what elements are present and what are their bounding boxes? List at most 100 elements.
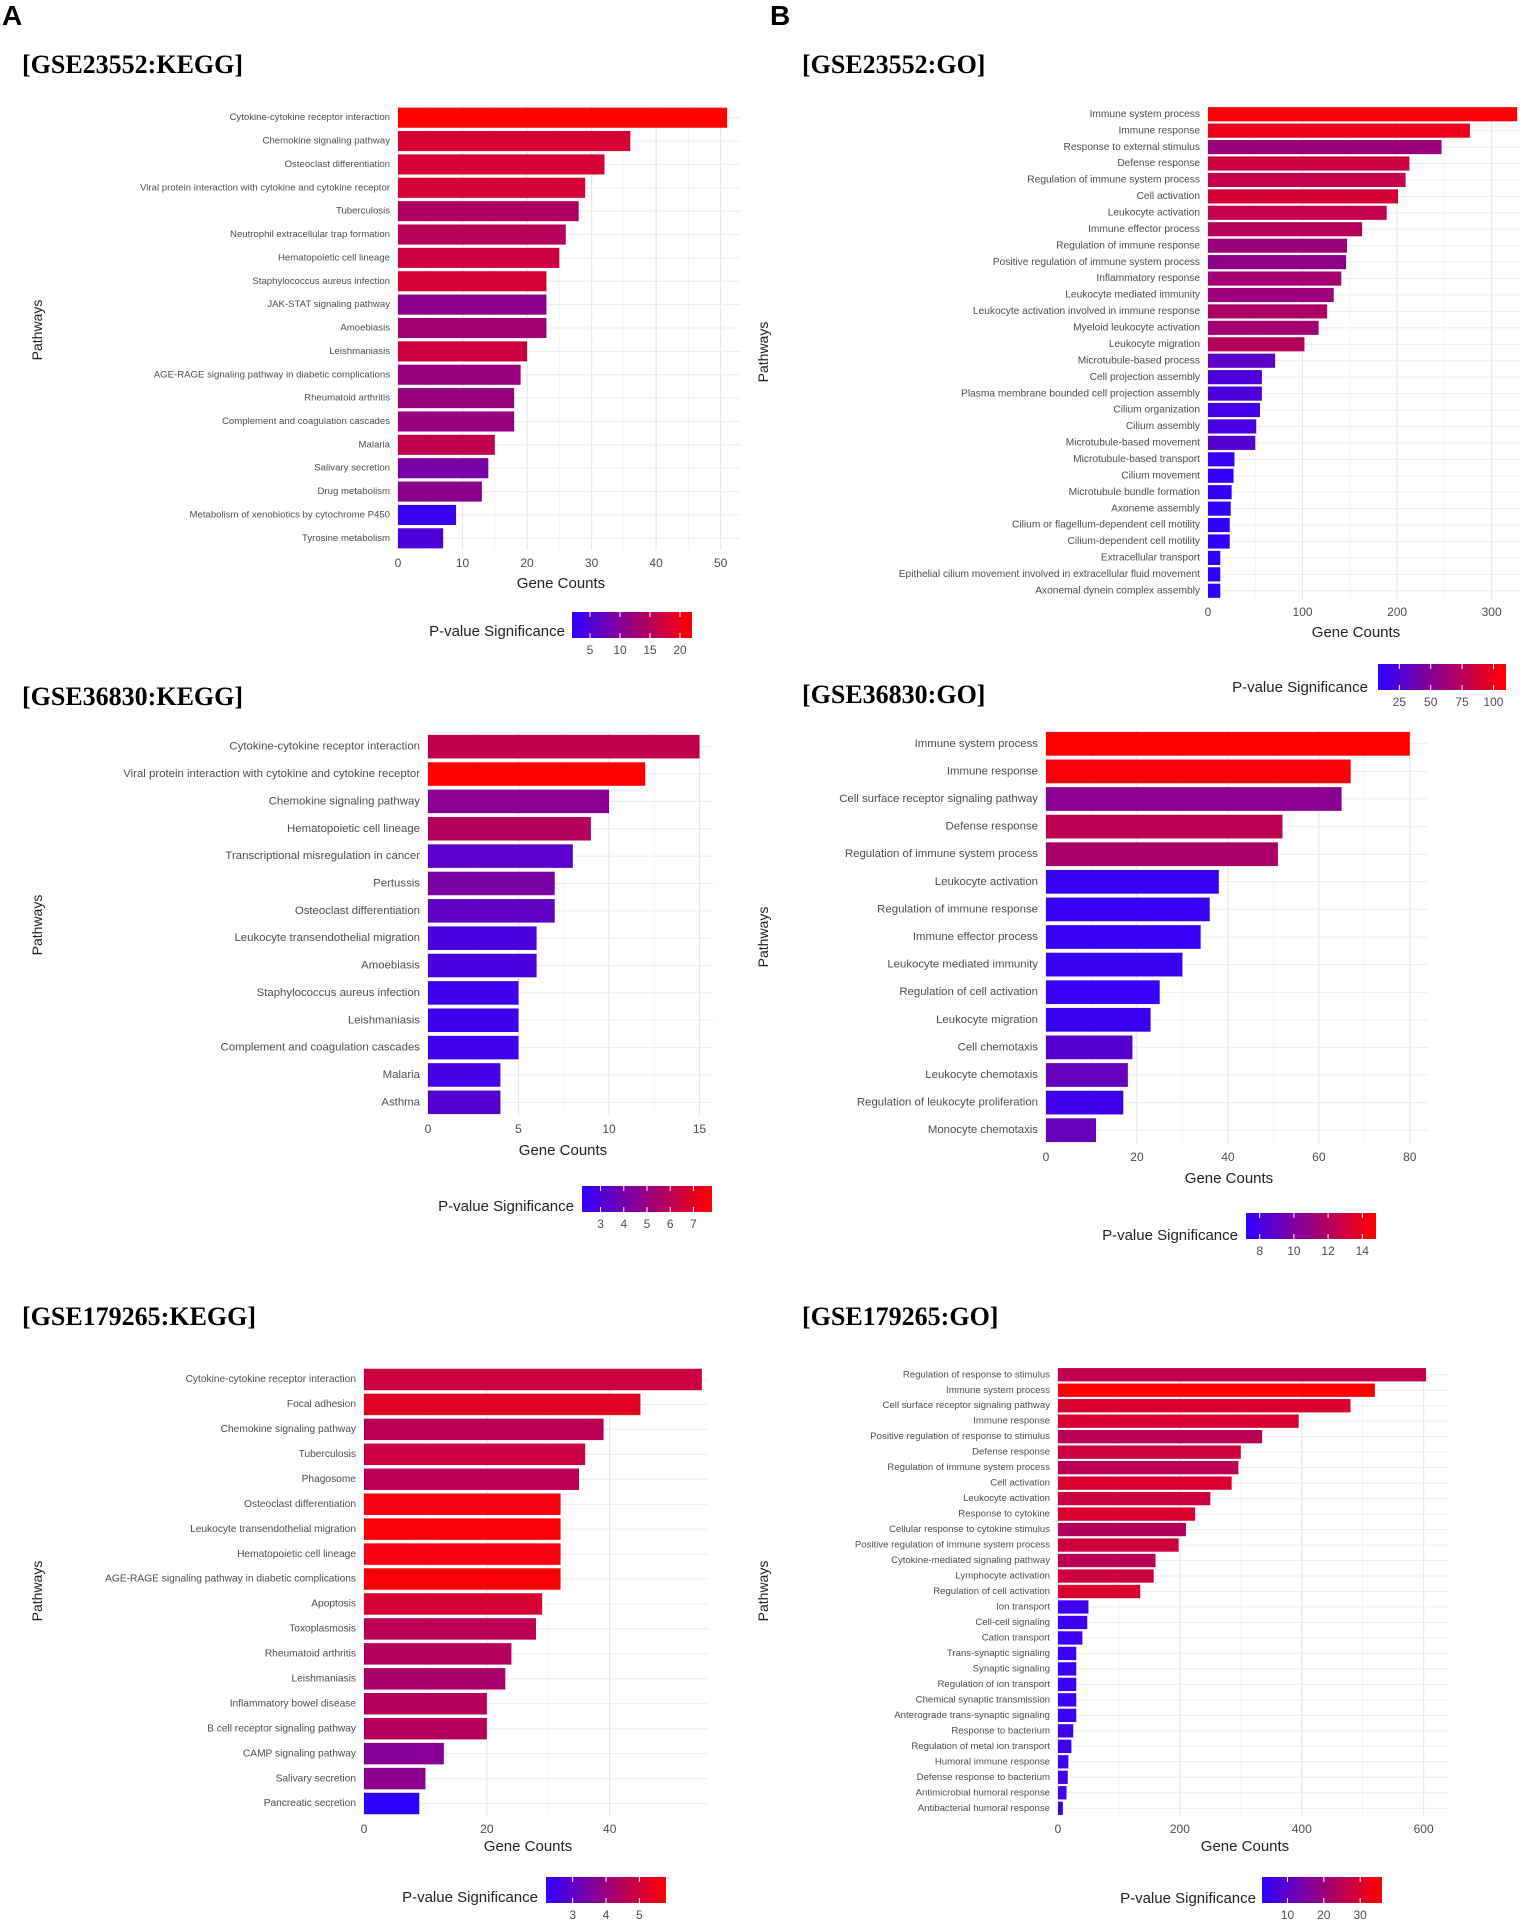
category-label: Leukocyte mediated immunity <box>887 959 1038 971</box>
category-label: Regulation of metal ion transport <box>911 1741 1050 1752</box>
bar <box>428 953 537 978</box>
category-label: Inflammatory response <box>1096 273 1200 284</box>
x-tick-label: 40 <box>1221 1150 1235 1164</box>
x-tick-label: 0 <box>1043 1150 1050 1164</box>
category-label: Hematopoietic cell lineage <box>287 823 420 835</box>
x-axis-title: Gene Counts <box>1201 1838 1289 1855</box>
x-tick-label: 0 <box>425 1122 432 1136</box>
category-label: Antibacterial humoral response <box>918 1803 1050 1814</box>
bar <box>428 1090 501 1115</box>
bar <box>364 1668 506 1690</box>
bar <box>398 341 528 362</box>
bar <box>1058 1383 1375 1397</box>
bar <box>398 388 515 409</box>
category-label: Malaria <box>359 439 391 450</box>
category-label: Chemokine signaling pathway <box>263 136 391 147</box>
legend-tick-label: 20 <box>673 643 687 657</box>
category-label: Neutrophil extracellular trap formation <box>230 229 390 240</box>
category-label: Cilium movement <box>1121 470 1200 481</box>
bar <box>1208 419 1257 434</box>
legend: P-value Significance 3 4 5 <box>402 1877 666 1922</box>
bar <box>1208 205 1387 220</box>
bar <box>398 247 560 268</box>
legend-tick-label: 4 <box>620 1217 627 1231</box>
category-label: Leishmaniasis <box>291 1673 356 1684</box>
bar <box>428 926 537 950</box>
bar <box>1208 501 1231 516</box>
bar <box>364 1643 512 1665</box>
bar <box>1058 1708 1077 1723</box>
y-axis-title: Pathways <box>755 1561 771 1622</box>
category-label: Cilium-dependent cell motility <box>1068 536 1201 547</box>
bar <box>1058 1507 1196 1521</box>
legend-tick-label: 6 <box>667 1217 674 1231</box>
category-label: Osteoclast differentiation <box>295 905 420 917</box>
bar <box>1046 952 1183 977</box>
bar <box>1046 1035 1133 1060</box>
chart-title-gse36830-kegg: [GSE36830:KEGG] <box>22 682 244 711</box>
bar <box>364 1468 579 1490</box>
bar <box>1046 814 1283 839</box>
category-label: Chemical synaptic transmission <box>916 1694 1050 1705</box>
legend-tick-label: 12 <box>1321 1244 1335 1258</box>
category-label: Amoebiasis <box>340 323 390 334</box>
bar <box>1058 1631 1083 1645</box>
category-label: Rheumatoid arthritis <box>265 1649 356 1660</box>
bar <box>1208 550 1221 565</box>
legend: P-value Significance 3 4 5 6 7 <box>438 1186 712 1231</box>
chart-gse179265-go: Regulation of response to stimulus Immune… <box>755 1367 1448 1922</box>
bar <box>428 816 591 841</box>
category-label: Leukocyte activation <box>1108 208 1200 219</box>
x-tick-label: 400 <box>1292 1822 1312 1836</box>
category-label: Leukocyte mediated immunity <box>1065 290 1201 301</box>
bar <box>1208 485 1232 500</box>
category-label: Phagosome <box>302 1474 357 1485</box>
bar <box>1046 759 1351 784</box>
category-label: Leukocyte activation <box>963 1493 1050 1504</box>
category-label: Drug metabolism <box>317 486 390 497</box>
category-label: Plasma membrane bounded cell projection … <box>961 388 1201 399</box>
legend: P-value Significance 8 10 12 14 <box>1102 1213 1376 1258</box>
category-label: Leukocyte transendothelial migration <box>234 932 420 944</box>
bar <box>364 1393 641 1416</box>
category-label: Lymphocyte activation <box>955 1571 1050 1582</box>
category-label: Regulation of immune response <box>1056 240 1200 251</box>
bar <box>398 434 495 455</box>
x-tick-label: 40 <box>649 556 663 570</box>
bar <box>1208 386 1262 401</box>
bar <box>1208 238 1347 253</box>
bar <box>1208 222 1363 237</box>
legend-tick-label: 3 <box>597 1217 604 1231</box>
category-label: Regulation of immune system process <box>1027 175 1200 186</box>
legend-tick-label: 75 <box>1455 695 1469 709</box>
category-label: Immune system process <box>915 738 1039 750</box>
bar <box>1208 123 1470 138</box>
category-label: Regulation of ion transport <box>937 1679 1050 1690</box>
bar <box>1208 370 1262 385</box>
category-label: Immune effector process <box>913 931 1038 943</box>
legend-tick-label: 50 <box>1424 695 1438 709</box>
category-label: Defense response to bacterium <box>917 1772 1050 1783</box>
legend-tick-label: 5 <box>636 1908 643 1922</box>
category-label: Immune system process <box>946 1385 1050 1396</box>
category-label: Osteoclast differentiation <box>285 159 390 170</box>
legend-title: P-value Significance <box>1120 1890 1256 1907</box>
bar <box>1208 337 1305 352</box>
legend-tick-label: 7 <box>690 1217 697 1231</box>
y-axis-title: Pathways <box>29 895 45 956</box>
bar <box>1058 1693 1077 1707</box>
x-tick-label: 30 <box>585 556 599 570</box>
legend-title: P-value Significance <box>429 623 565 640</box>
category-label: Myeloid leukocyte activation <box>1073 323 1200 334</box>
legend-tick-label: 100 <box>1483 695 1503 709</box>
legend-colorbar <box>1378 664 1506 690</box>
x-tick-label: 0 <box>395 556 402 570</box>
legend-tick-label: 5 <box>587 643 594 657</box>
category-label: AGE-RAGE signaling pathway in diabetic c… <box>154 369 390 380</box>
category-label: Synaptic signaling <box>973 1663 1050 1674</box>
legend-tick-label: 15 <box>643 643 657 657</box>
category-label: Amoebiasis <box>361 960 420 972</box>
x-tick-label: 0 <box>1055 1822 1062 1836</box>
x-tick-label: 20 <box>520 556 534 570</box>
bar <box>428 981 519 1005</box>
